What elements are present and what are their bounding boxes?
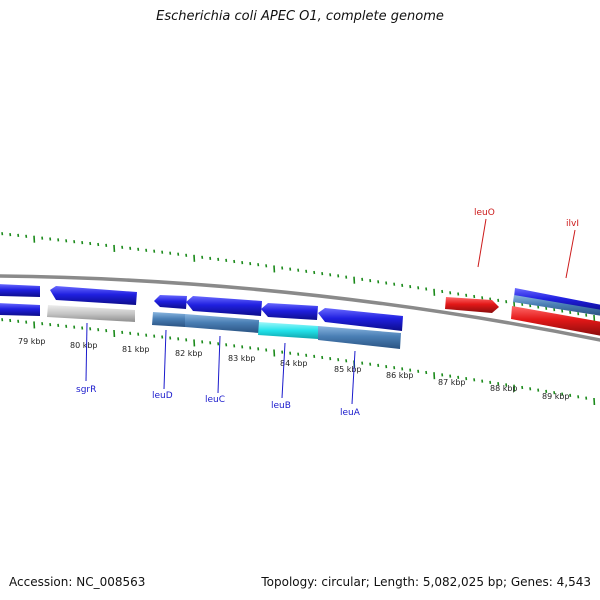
gene-arrow[interactable]: [445, 297, 499, 313]
gene-arrow[interactable]: [185, 314, 259, 333]
gene-arrow[interactable]: [152, 312, 185, 327]
gene-label-leuB[interactable]: leuB: [271, 401, 291, 411]
gene-label-leuC[interactable]: leuC: [205, 395, 225, 405]
gene-arrow[interactable]: [154, 295, 187, 309]
gene-arrow[interactable]: [513, 295, 600, 316]
gene-arrow[interactable]: [261, 303, 318, 320]
scale-tick-label: 81 kbp: [122, 345, 150, 354]
gene-arrow[interactable]: [186, 296, 262, 316]
outer-tick-ring: [1, 232, 596, 323]
gene-arrow[interactable]: [0, 284, 40, 297]
scale-tick-label: 85 kbp: [334, 365, 362, 374]
reverse-strand-genes: [0, 295, 600, 349]
gene-label-sgrR[interactable]: sgrR: [76, 385, 96, 395]
scale-tick-label: 82 kbp: [175, 349, 203, 358]
scale-tick-label: 89 kbp: [542, 392, 570, 401]
scale-tick-label: 83 kbp: [228, 354, 256, 363]
scale-tick-label: 80 kbp: [70, 341, 98, 350]
gene-arrow[interactable]: [318, 308, 403, 331]
gene-arrow[interactable]: [0, 303, 40, 316]
label-leader: [163, 329, 167, 390]
label-leader: [281, 342, 286, 399]
scale-tick-label: 88 kbp: [490, 384, 518, 393]
scale-labels: 79 kbp 80 kbp 81 kbp 82 kbp 83 kbp 84 kbp 85 k…: [18, 337, 570, 401]
gene-label-leuD[interactable]: leuD: [152, 391, 173, 401]
genome-backbone: [0, 274, 600, 342]
gene-arrow[interactable]: [318, 326, 401, 349]
gene-label-leuO[interactable]: leuO: [474, 208, 495, 218]
gene-arrow[interactable]: [511, 306, 600, 336]
genome-summary: Topology: circular; Length: 5,082,025 bp…: [261, 575, 591, 589]
gene-label-leuA[interactable]: leuA: [340, 408, 361, 418]
scale-tick-label: 79 kbp: [18, 337, 46, 346]
forward-strand-genes: [0, 284, 600, 331]
label-leader: [217, 335, 221, 394]
accession-text: Accession: NC_008563: [9, 575, 146, 589]
map-title: Escherichia coli APEC O1, complete genom…: [156, 9, 444, 24]
label-leader: [477, 218, 487, 268]
gene-labels: sgrR leuD leuC leuB leuA leuO ilvI: [76, 208, 579, 418]
label-leader: [565, 229, 576, 279]
gene-arrow[interactable]: [47, 305, 135, 322]
scale-tick-label: 84 kbp: [280, 359, 308, 368]
label-leader: [85, 322, 88, 382]
gene-arrow[interactable]: [514, 288, 600, 312]
gene-label-ilvI[interactable]: ilvI: [566, 219, 579, 229]
scale-tick-label: 86 kbp: [386, 371, 414, 380]
label-leader: [351, 350, 356, 405]
scale-tick-label: 87 kbp: [438, 378, 466, 387]
inner-tick-ring: [1, 318, 596, 406]
gene-arrow[interactable]: [50, 286, 137, 305]
gene-arrow[interactable]: [258, 322, 318, 339]
